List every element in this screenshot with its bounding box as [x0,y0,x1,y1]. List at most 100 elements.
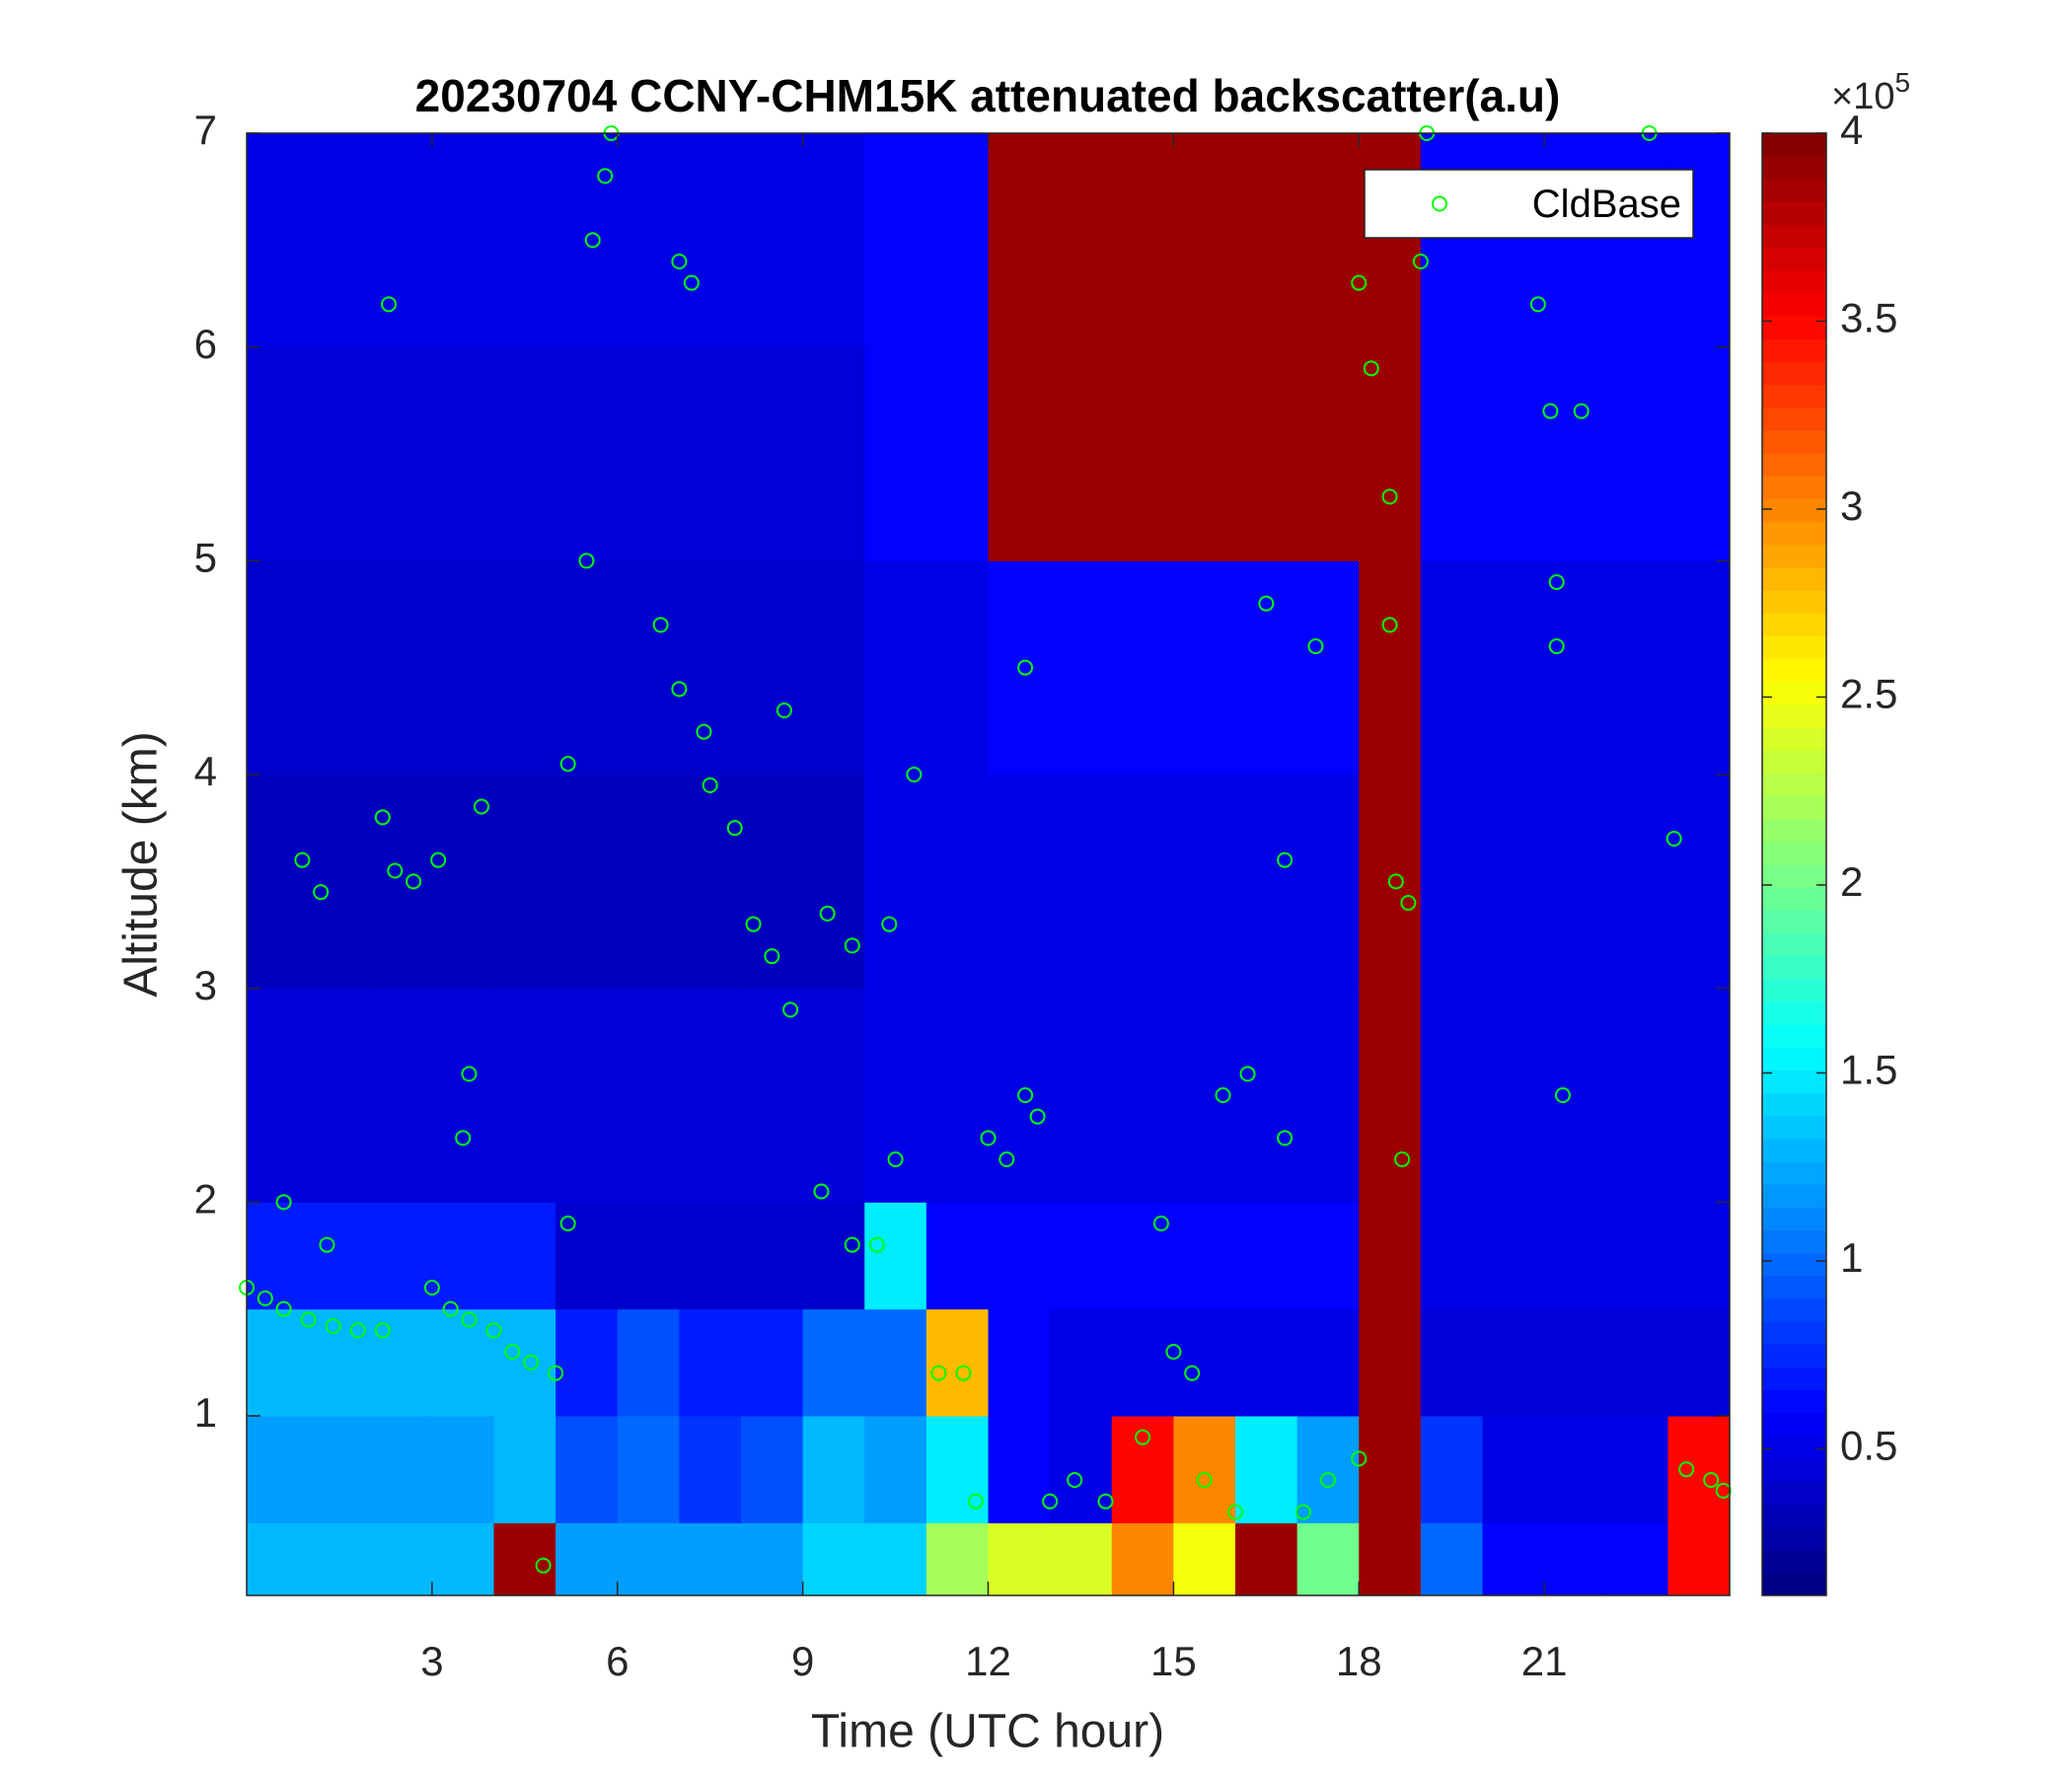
heatmap-cell [1544,1202,1607,1310]
heatmap-cell [679,560,742,776]
heatmap-cell [370,1308,433,1417]
heatmap-cell [1544,346,1607,561]
heatmap-cell [493,1202,556,1310]
colorbar-step [1762,201,1826,226]
heatmap-cell [617,1522,680,1596]
heatmap-cell [1111,1308,1174,1417]
cloud-base-point [1029,1108,1046,1125]
cloud-base-point [1277,1130,1294,1147]
cloud-base-point [726,820,743,837]
heatmap-cell [1050,346,1113,561]
heatmap-cell [1420,775,1483,990]
colorbar-step [1762,1275,1826,1299]
colorbar-tick-label: 4 [1840,107,1863,153]
heatmap-cell [617,346,680,561]
cloud-base-point [813,1183,830,1200]
heatmap-cell [555,346,619,561]
heatmap-cell [555,988,619,1203]
colorbar-step [1762,1138,1826,1162]
colorbar-step [1762,727,1826,751]
heatmap-cell [1173,1522,1236,1596]
heatmap-cell [1482,1202,1545,1310]
colorbar-step [1762,1344,1826,1368]
cloud-base-point [1665,831,1682,847]
heatmap-cell [864,1202,927,1310]
colorbar-tick-label: 1.5 [1840,1047,1897,1093]
colorbar-multiplier: ×105 [1831,67,1910,117]
heatmap-cell [741,560,804,776]
heatmap-cell [1296,560,1360,776]
cloud-base-point [980,1130,997,1147]
cloud-base-point [1573,403,1590,419]
colorbar-step [1762,1000,1826,1025]
cloud-base-point [1400,895,1417,911]
heatmap-cell [247,1202,310,1310]
heatmap-cell [1420,346,1483,561]
colorbar-tick-label: 2 [1840,858,1863,905]
colorbar-multiplier-base: ×10 [1831,76,1894,117]
cloud-base-point [1387,873,1404,890]
heatmap-cell [308,1522,371,1596]
heatmap-cell [1111,1202,1174,1310]
heatmap-cell [493,133,556,348]
heatmap-cell [1111,346,1174,561]
heatmap-cell [370,1416,433,1523]
heatmap-cell [1235,1522,1298,1596]
heatmap-cell [493,1416,556,1523]
heatmap-cell [864,560,927,776]
cloud-base-point [671,254,688,269]
heatmap-cell [1296,988,1360,1203]
heatmap-cell [1173,775,1236,990]
heatmap-cell [1296,1416,1360,1523]
cloud-base-point [1295,1504,1311,1520]
cloud-base-point [1307,638,1324,654]
heatmap-cell [864,1522,927,1596]
heatmap-cell [617,1308,680,1417]
heatmap-cell [1482,560,1545,776]
colorbar-step [1762,566,1826,591]
cloud-base-point [1239,1066,1256,1082]
colorbar-step [1762,681,1826,705]
colorbar-step [1762,910,1826,933]
cloud-base-point [776,703,792,718]
heatmap-cell [370,1202,433,1310]
cloud-base-point [1097,1493,1114,1510]
heatmap-cell [925,133,989,348]
colorbar-step [1762,544,1826,568]
cloud-base-point [1227,1504,1243,1520]
heatmap-cell [1050,1308,1113,1417]
colorbar-step [1762,384,1826,408]
cloud-base-point [275,1194,292,1211]
cloud-base-point [1381,488,1398,505]
legend-marker [1432,195,1447,212]
cloud-base-point [535,1557,552,1574]
heatmap-cell [925,1202,989,1310]
cloud-base-point [1363,360,1379,377]
colorbar-step [1762,818,1826,843]
colorbar-step [1762,750,1826,774]
heatmap-cell [1420,1308,1483,1417]
colorbar-step [1762,1161,1826,1185]
heatmap-cell [802,1522,865,1596]
cloud-base-point [844,937,860,954]
colorbar-step [1762,703,1826,728]
colorbar-step [1762,1481,1826,1505]
heatmap-cell [741,1416,804,1523]
colorbar-step [1762,635,1826,660]
heatmap-cell [308,346,371,561]
heatmap-cell [1173,133,1236,348]
heatmap-cell [1173,1416,1236,1523]
colorbar-step [1762,430,1826,454]
heatmap-cell [1050,560,1113,776]
heatmap-cell [1296,346,1360,561]
heatmap-cell [1235,1308,1298,1417]
cloud-base-point [1394,1151,1411,1167]
heatmap-cell [555,1308,619,1417]
colorbar-step [1762,1184,1826,1208]
cloud-base-point [584,232,601,249]
cloud-base-point [430,851,447,868]
heatmap-cell [925,1308,989,1417]
colorbar-step [1762,1389,1826,1414]
heatmap-cell [617,560,680,776]
